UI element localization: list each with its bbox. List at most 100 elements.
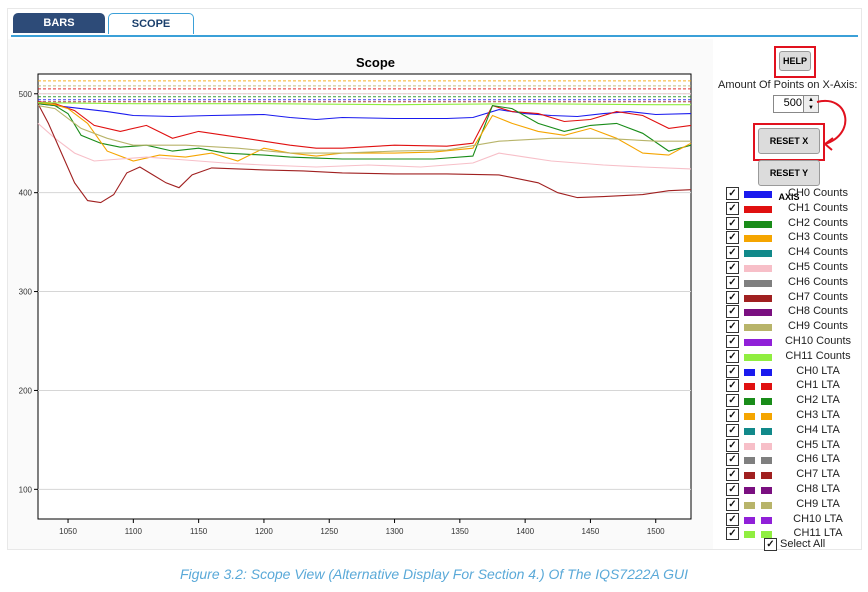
legend-label: CH0 Counts [788,187,848,199]
legend-checkbox[interactable]: ✓ [726,423,739,437]
dashed-color-swatch [761,531,772,539]
dashed-color-swatch [761,472,772,480]
legend-row-ch7-lta[interactable]: ✓ CH7 LTA [726,468,861,482]
legend-row-ch9-lta[interactable]: ✓ CH9 LTA [726,497,861,512]
help-button[interactable]: HELP [779,51,811,71]
color-swatch [744,250,772,258]
legend-row-ch1-counts[interactable]: ✓ CH1 Counts [726,201,861,216]
dashed-color-swatch [744,487,755,494]
color-swatch [744,265,772,272]
y-tick-label: 400 [19,189,33,198]
legend-row-ch11-counts[interactable]: ✓ CH11 Counts [726,349,861,364]
legend-checkbox[interactable]: ✓ [726,305,739,319]
legend-row-ch5-lta[interactable]: ✓ CH5 LTA [726,438,861,453]
series-line [37,101,692,149]
select-all-row[interactable]: ✓ Select All [764,538,868,552]
legend-checkbox[interactable]: ✓ [726,453,739,467]
legend-checkbox[interactable]: ✓ [726,438,739,452]
legend-checkbox[interactable]: ✓ [726,335,739,348]
legend-checkbox[interactable]: ✓ [726,320,739,334]
legend-checkbox[interactable]: ✓ [726,275,739,289]
dashed-color-swatch [744,472,755,480]
scope-chart: 100 200 300 400 500 1050 1100 1150 1200 1250 1300 1… [19,73,692,536]
legend-checkbox[interactable]: ✓ [726,409,739,422]
legend-row-ch10-counts[interactable]: ✓ CH10 Counts [726,335,861,349]
legend-row-ch9-counts[interactable]: ✓ CH9 Counts [726,320,861,334]
legend-label: CH4 LTA [796,423,840,436]
legend-row-ch5-counts[interactable]: ✓ CH5 Counts [726,261,861,275]
legend-row-ch4-lta[interactable]: ✓ CH4 LTA [726,423,861,438]
legend-row-ch0-lta[interactable]: ✓ CH0 LTA [726,364,861,379]
x-tick-label: 1350 [451,527,469,536]
legend-checkbox[interactable]: ✓ [726,379,739,393]
legend-checkbox[interactable]: ✓ [726,483,739,496]
dashed-color-swatch [744,383,755,391]
color-swatch [744,191,772,198]
legend-checkbox[interactable]: ✓ [726,216,739,230]
dashed-color-swatch [744,427,755,435]
legend-row-ch10-lta[interactable]: ✓ CH10 LTA [726,512,861,527]
legend-row-ch0-counts[interactable]: ✓ CH0 Counts [726,187,861,201]
legend-checkbox[interactable]: ✓ [726,246,739,260]
legend-row-ch2-counts[interactable]: ✓ CH2 Counts [726,216,861,231]
legend-label: CH8 LTA [796,483,840,495]
color-swatch [744,205,772,213]
dashed-color-swatch [761,398,772,406]
color-swatch [744,339,772,346]
legend-checkbox[interactable]: ✓ [726,261,739,274]
color-swatch [744,309,772,317]
legend-row-ch6-lta[interactable]: ✓ CH6 LTA [726,453,861,467]
points-spinner[interactable]: 500 ▲ ▼ [773,95,819,113]
reset-x-axis-button[interactable]: RESET X AXIS [758,128,820,170]
help-highlight [774,46,816,78]
select-all-checkbox[interactable]: ✓ [764,538,777,551]
legend-row-ch4-counts[interactable]: ✓ CH4 Counts [726,246,861,260]
tab-bar: BARS SCOPE [8,11,861,37]
legend-row-ch1-lta[interactable]: ✓ CH1 LTA [726,379,861,393]
legend-checkbox[interactable]: ✓ [726,527,739,541]
legend-checkbox[interactable]: ✓ [726,468,739,482]
legend-checkbox[interactable]: ✓ [726,394,739,408]
legend-checkbox[interactable]: ✓ [726,290,739,304]
legend-row-ch6-counts[interactable]: ✓ CH6 Counts [726,275,861,290]
legend-row-ch11-lta[interactable]: ✓ CH11 LTA [726,527,861,541]
legend-label: CH7 LTA [796,468,840,481]
legend-label: CH5 LTA [796,438,840,451]
dashed-color-swatch [761,442,772,450]
legend-checkbox[interactable]: ✓ [726,231,739,245]
dashed-color-swatch [744,516,755,524]
reset-y-axis-button[interactable]: RESET Y AXIS [758,160,820,202]
spinner-arrows-icon[interactable]: ▲ ▼ [803,96,818,112]
legend-row-ch2-lta[interactable]: ✓ CH2 LTA [726,394,861,408]
dashed-color-swatch [744,457,755,465]
dashed-color-swatch [744,501,755,509]
legend-label: CH5 Counts [788,261,848,273]
legend-checkbox[interactable]: ✓ [726,364,739,378]
legend-label: CH6 Counts [788,275,848,288]
legend-row-ch7-counts[interactable]: ✓ CH7 Counts [726,290,861,305]
legend-row-ch8-counts[interactable]: ✓ CH8 Counts [726,305,861,319]
x-tick-label: 1150 [190,527,208,536]
dashed-color-swatch [744,531,755,539]
x-tick-label: 1250 [320,527,338,536]
legend-checkbox[interactable]: ✓ [726,512,739,526]
series-line [37,103,692,121]
legend-checkbox[interactable]: ✓ [726,349,739,363]
control-panel: HELP Amount Of Points on X-Axis: 500 ▲ ▼ … [716,39,861,551]
legend-checkbox[interactable]: ✓ [726,187,739,200]
tab-bars[interactable]: BARS [13,13,105,33]
legend-row-ch8-lta[interactable]: ✓ CH8 LTA [726,483,861,497]
legend-checkbox[interactable]: ✓ [726,201,739,215]
x-tick-label: 1100 [125,527,143,536]
color-swatch [744,220,772,228]
legend-row-ch3-lta[interactable]: ✓ CH3 LTA [726,409,861,423]
legend-row-ch3-counts[interactable]: ✓ CH3 Counts [726,231,861,245]
legend-label: CH2 Counts [788,216,848,229]
legend-label: CH8 Counts [788,305,848,318]
x-tick-label: 1500 [647,527,665,536]
legend-checkbox[interactable]: ✓ [726,497,739,511]
tab-scope[interactable]: SCOPE [108,13,194,34]
figure-caption: Figure 3.2: Scope View (Alternative Disp… [179,566,689,582]
series-line [37,105,691,154]
legend-label: CH10 LTA [793,512,843,525]
